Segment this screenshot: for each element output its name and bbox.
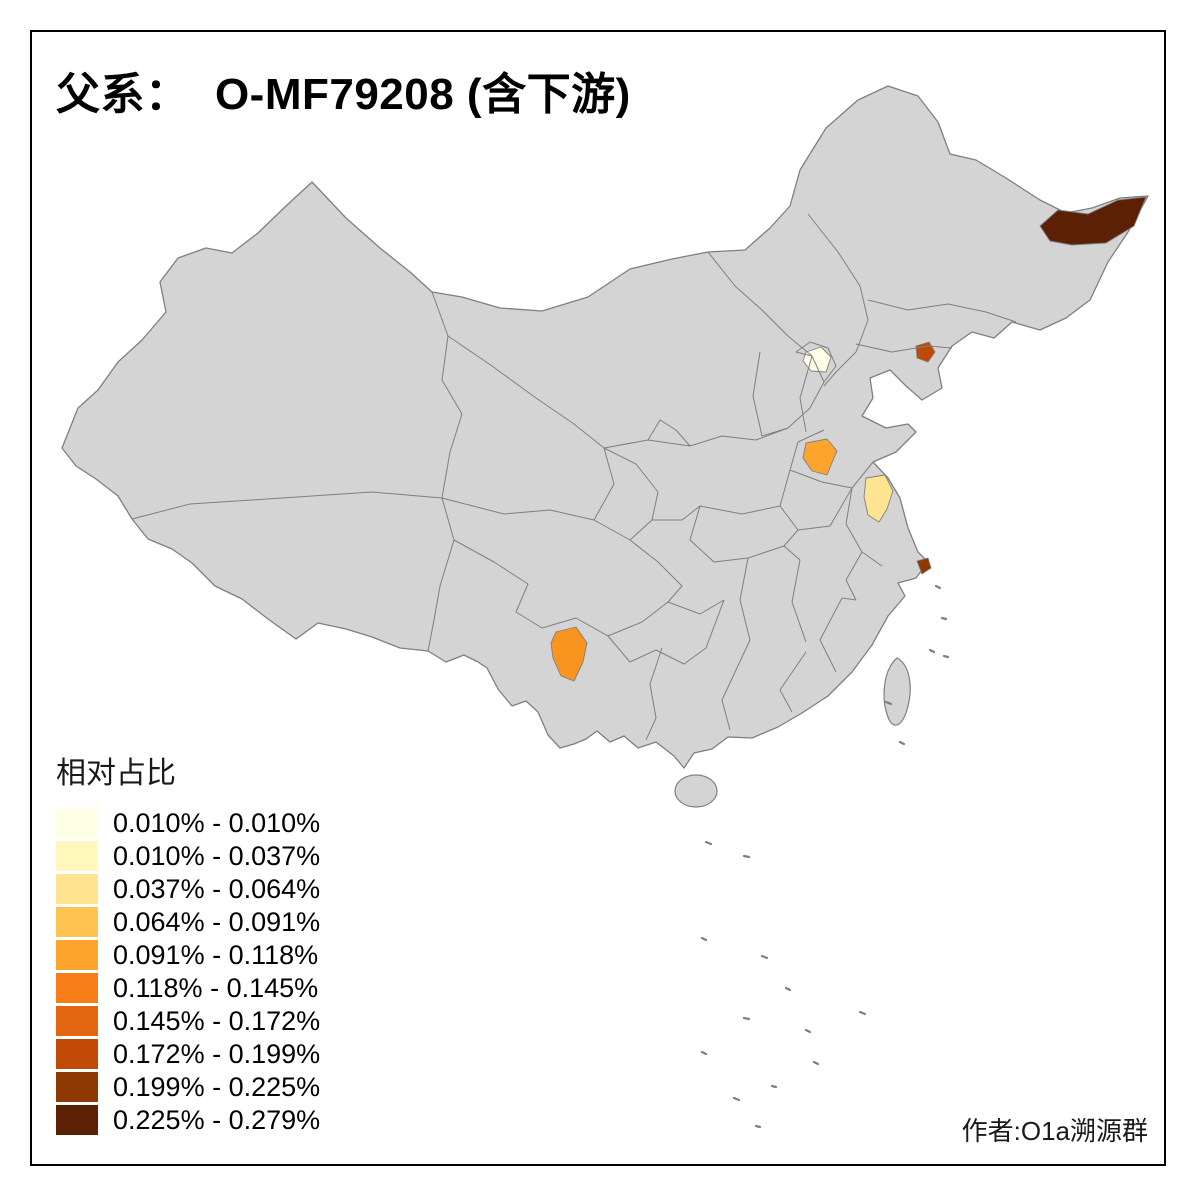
taiwan-island xyxy=(883,657,911,726)
legend-row: 0.064% - 0.091% xyxy=(56,907,320,937)
legend-swatch xyxy=(56,973,98,1003)
legend-row: 0.037% - 0.064% xyxy=(56,874,320,904)
legend-label: 0.145% - 0.172% xyxy=(113,1006,321,1036)
mainland-outline xyxy=(61,85,1149,769)
legend-label: 0.118% - 0.145% xyxy=(113,973,319,1003)
legend-label: 0.172% - 0.199% xyxy=(113,1039,321,1069)
legend-row: 0.145% - 0.172% xyxy=(56,1006,320,1036)
legend-row: 0.118% - 0.145% xyxy=(56,973,320,1003)
legend-row: 0.010% - 0.037% xyxy=(56,841,320,871)
legend-label: 0.064% - 0.091% xyxy=(113,907,321,937)
legend-row: 0.199% - 0.225% xyxy=(56,1072,320,1102)
legend-label: 0.010% - 0.010% xyxy=(113,808,321,838)
region-heilongjiang-far-east xyxy=(1039,196,1147,246)
region-shandong-west xyxy=(802,438,838,476)
legend-swatch xyxy=(56,940,98,970)
legend-row: 0.172% - 0.199% xyxy=(56,1039,320,1069)
map-title: 父系： O-MF79208 (含下游) xyxy=(56,70,631,119)
legend-label: 0.010% - 0.037% xyxy=(113,841,321,871)
legend-row: 0.010% - 0.010% xyxy=(56,808,320,838)
legend-swatch xyxy=(56,907,98,937)
legend-row: 0.225% - 0.279% xyxy=(56,1105,320,1135)
small-islands xyxy=(700,584,950,1129)
legend-swatch xyxy=(56,1006,98,1036)
legend-swatch xyxy=(56,1105,98,1135)
legend: 相对占比 0.010% - 0.010% 0.010% - 0.037% 0.0… xyxy=(56,748,320,1138)
hainan-island xyxy=(674,774,718,808)
province-borders xyxy=(131,213,1017,741)
legend-label: 0.091% - 0.118% xyxy=(113,940,319,970)
region-yunnan-central xyxy=(550,626,588,682)
legend-label: 0.199% - 0.225% xyxy=(113,1072,321,1102)
region-shanghai xyxy=(916,557,932,575)
legend-swatch xyxy=(56,874,98,904)
legend-swatch xyxy=(56,841,98,871)
region-jiangsu-central xyxy=(863,474,894,523)
legend-swatch xyxy=(56,1072,98,1102)
legend-label: 0.225% - 0.279% xyxy=(113,1105,321,1135)
region-beijing xyxy=(802,346,832,373)
author-credit: 作者:O1a溯源群 xyxy=(961,1116,1148,1146)
legend-label: 0.037% - 0.064% xyxy=(113,874,321,904)
legend-swatch xyxy=(56,808,98,838)
legend-swatch xyxy=(56,1039,98,1069)
legend-title: 相对占比 xyxy=(56,757,176,790)
legend-row: 0.091% - 0.118% xyxy=(56,940,320,970)
